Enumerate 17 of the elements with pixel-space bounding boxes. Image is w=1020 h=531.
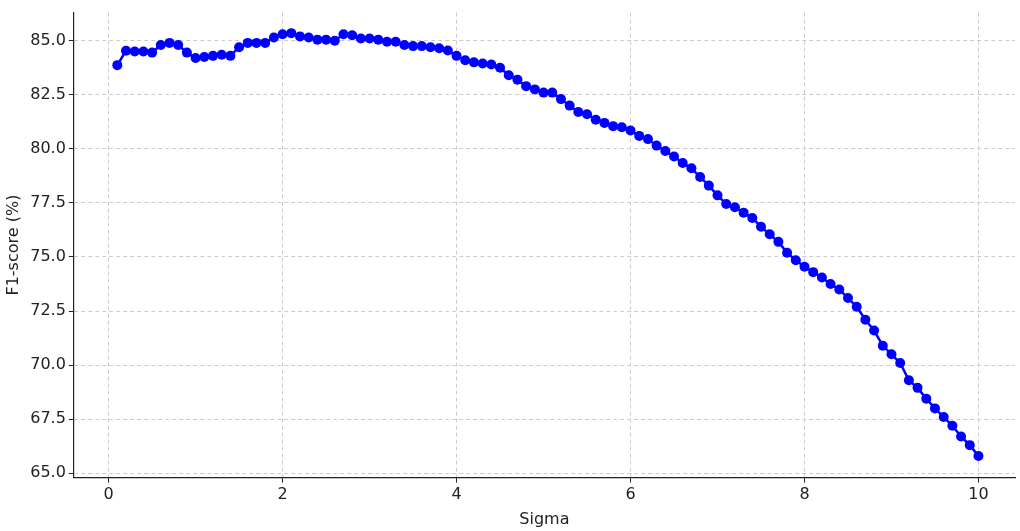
x-tick-label: 8 <box>799 484 810 504</box>
y-tick-label: 75.0 <box>30 246 66 266</box>
y-tick-label: 82.5 <box>30 83 66 103</box>
x-tick-label: 2 <box>277 484 288 504</box>
y-axis-title: F1-score (%) <box>2 194 22 296</box>
y-tick-label: 72.5 <box>30 300 66 320</box>
y-tick-label: 85.0 <box>30 29 66 49</box>
x-tick-label: 10 <box>968 484 989 504</box>
x-tick-label: 4 <box>451 484 462 504</box>
y-tick-label: 70.0 <box>30 354 66 374</box>
y-tick-label: 80.0 <box>30 138 66 158</box>
x-tick-label: 6 <box>625 484 636 504</box>
x-tick-label: 0 <box>103 484 114 504</box>
x-axis-title: Sigma <box>519 508 570 528</box>
y-tick-label: 67.5 <box>30 408 66 428</box>
y-tick-label: 65.0 <box>30 462 66 482</box>
y-tick-label: 77.5 <box>30 192 66 212</box>
